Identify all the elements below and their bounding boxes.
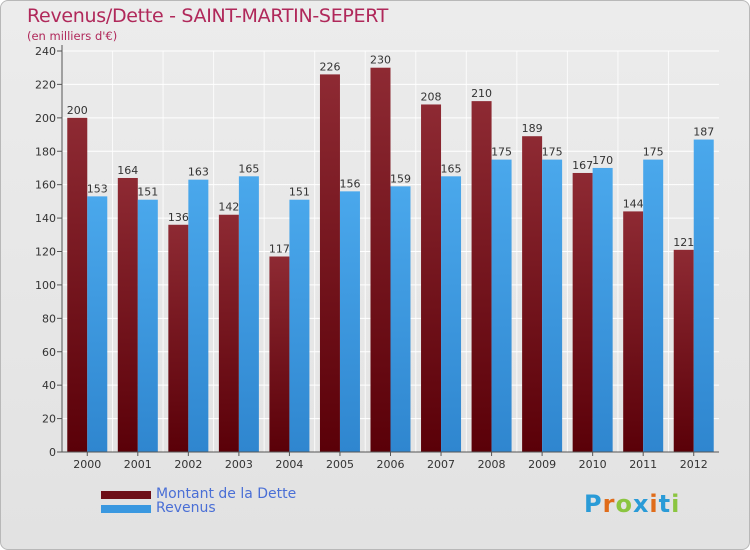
data-label-revenue: 170 [592, 154, 613, 167]
y-tick-label: 40 [42, 379, 56, 392]
x-tick-label: 2002 [174, 458, 202, 471]
labels-layer: 200 153 164 151 136 163 142 165 117 151 226 156 230 1… [67, 54, 714, 256]
legend-label-debt: Montant de la Dette [156, 486, 297, 502]
bar-revenue [188, 179, 209, 452]
y-tick-label: 240 [35, 45, 56, 58]
x-tick-label: 2010 [579, 458, 607, 471]
bar-debt [218, 214, 239, 452]
chart-title: Revenus/Dette - SAINT-MARTIN-SEPERT [27, 5, 389, 27]
data-label-revenue: 175 [491, 146, 512, 159]
bar-revenue [390, 186, 411, 452]
x-tick-label: 2005 [326, 458, 354, 471]
bar-revenue [491, 159, 512, 452]
y-tick-label: 220 [35, 78, 56, 91]
x-tick-label: 2007 [427, 458, 455, 471]
x-tick-label: 2006 [377, 458, 405, 471]
data-label-debt: 210 [471, 87, 492, 100]
data-label-revenue: 165 [441, 162, 462, 175]
y-tick-label: 100 [35, 279, 56, 292]
x-tick-label: 2000 [73, 458, 101, 471]
bar-revenue [339, 191, 360, 452]
data-label-revenue: 187 [693, 126, 714, 139]
data-label-revenue: 151 [137, 186, 158, 199]
bar-debt [67, 117, 88, 452]
bar-revenue [137, 199, 158, 452]
bar-revenue [542, 159, 563, 452]
bar-revenue [441, 176, 462, 452]
proxiti-logo: Proxiti [584, 490, 681, 518]
y-tick-label: 120 [35, 246, 56, 259]
bar-debt [269, 256, 290, 452]
data-label-revenue: 153 [87, 182, 108, 195]
x-tick-label: 2004 [275, 458, 303, 471]
y-tick-label: 160 [35, 179, 56, 192]
bars-layer [67, 67, 714, 453]
legend-item-debt: Montant de la Dette [101, 486, 401, 503]
data-label-debt: 189 [522, 122, 543, 135]
data-label-revenue: 151 [289, 186, 310, 199]
bar-debt [522, 136, 543, 452]
data-label-debt: 200 [67, 104, 88, 117]
chart-subtitle: (en milliers d'€) [27, 29, 118, 43]
bar-debt [319, 74, 340, 453]
y-tick-label: 20 [42, 413, 56, 426]
bar-revenue [87, 196, 108, 452]
data-label-debt: 167 [572, 159, 593, 172]
data-label-debt: 230 [370, 54, 391, 67]
x-tick-label: 2012 [680, 458, 708, 471]
bar-debt [117, 177, 138, 452]
y-tick-label: 140 [35, 212, 56, 225]
data-label-debt: 142 [218, 201, 239, 214]
data-label-debt: 208 [421, 90, 442, 103]
data-label-debt: 164 [117, 164, 138, 177]
bar-revenue [238, 176, 259, 452]
data-label-revenue: 159 [390, 172, 411, 185]
data-label-revenue: 175 [643, 146, 664, 159]
bar-debt [370, 67, 391, 452]
bar-revenue [693, 139, 714, 452]
bar-revenue [643, 159, 664, 452]
bar-revenue [289, 199, 310, 452]
data-label-debt: 144 [623, 197, 644, 210]
y-tick-label: 60 [42, 346, 56, 359]
x-tick-label: 2011 [629, 458, 657, 471]
y-tick-label: 80 [42, 312, 56, 325]
data-label-revenue: 163 [188, 166, 209, 179]
x-tick-label: 2009 [528, 458, 556, 471]
legend-item-revenue: Revenus [101, 500, 401, 517]
bar-revenue [592, 167, 613, 453]
legend-label-revenue: Revenus [156, 500, 216, 516]
bar-debt [673, 249, 694, 452]
data-label-revenue: 156 [339, 177, 360, 190]
legend-swatch-revenue [101, 505, 151, 513]
data-label-debt: 117 [269, 243, 290, 256]
y-tick-label: 200 [35, 112, 56, 125]
y-tick-label: 0 [49, 446, 56, 459]
bar-debt [471, 101, 492, 452]
x-tick-label: 2001 [124, 458, 152, 471]
bar-debt [572, 172, 593, 453]
legend-swatch-debt [101, 491, 151, 499]
x-tick-label: 2008 [478, 458, 506, 471]
data-label-debt: 226 [319, 60, 340, 73]
y-tick-label: 180 [35, 145, 56, 158]
bar-debt [168, 224, 189, 452]
bar-debt [623, 211, 644, 452]
data-label-revenue: 165 [238, 162, 259, 175]
data-label-debt: 136 [168, 211, 189, 224]
bar-debt [421, 104, 442, 452]
axis-layer: 0 20 40 60 80 100 120 140 160 180 200 220 240 2000 200… [35, 45, 719, 471]
data-label-revenue: 175 [542, 146, 563, 159]
data-label-debt: 121 [673, 236, 694, 249]
x-tick-label: 2003 [225, 458, 253, 471]
